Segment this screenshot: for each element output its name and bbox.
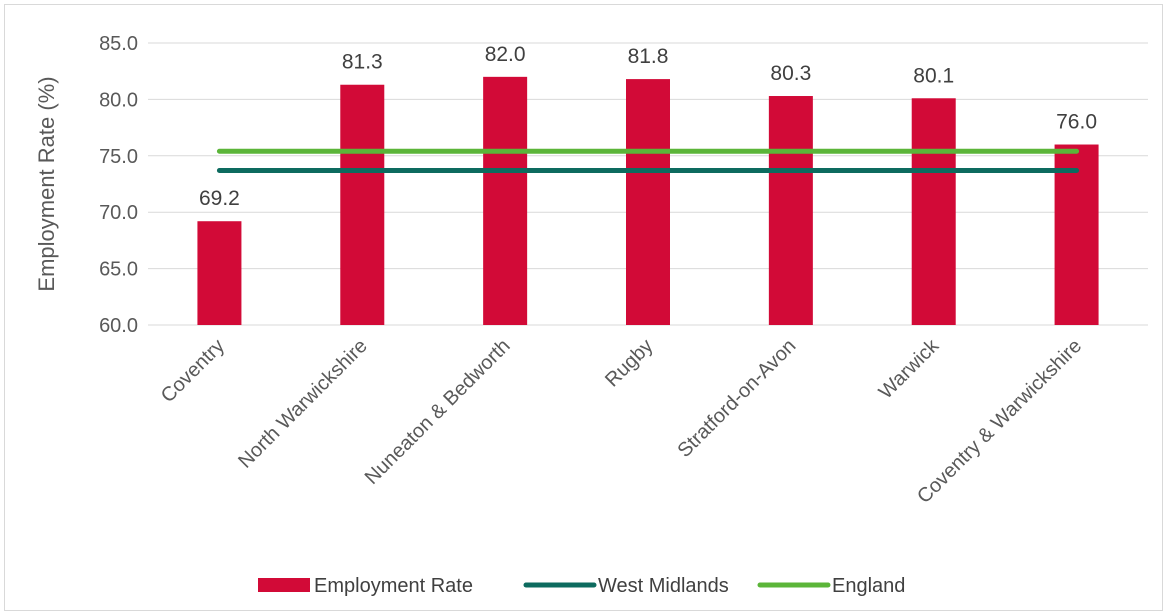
reference-lines [216,148,1080,173]
y-tick-labels: 60.0 65.0 70.0 75.0 80.0 85.0 [99,33,138,337]
category-label: Coventry [157,335,229,407]
bar [197,221,242,325]
bar [1054,144,1099,325]
bar [911,98,956,325]
category-label: North Warwickshire [234,335,372,473]
bar [340,84,385,326]
legend-label: Employment Rate [314,575,473,597]
bars [197,76,1099,326]
category-label: Rugby [601,335,657,391]
data-label: 81.3 [342,51,383,74]
category-label: Nuneaton & Bedworth [361,335,515,489]
data-label: 82.0 [485,43,526,66]
legend: Employment Rate West Midlands England [258,575,905,597]
category-label: Stratford-on-Avon [673,335,800,462]
data-label: 69.2 [199,187,240,210]
y-tick-label: 75.0 [99,146,138,168]
y-tick-label: 70.0 [99,202,138,224]
data-label: 80.3 [770,62,811,85]
category-label: Coventry & Warwickshire [913,335,1086,508]
legend-label: West Midlands [598,575,729,597]
bar [483,76,528,325]
y-tick-label: 80.0 [99,89,138,111]
legend-label: England [832,575,905,597]
bar [626,79,670,325]
y-tick-label: 65.0 [99,259,138,281]
y-axis-title: Employment Rate (%) [34,76,59,291]
data-label: 81.8 [628,45,669,68]
data-label: 80.1 [913,64,954,87]
y-tick-label: 60.0 [99,315,138,337]
data-label: 76.0 [1056,111,1097,134]
category-label: Warwick [875,334,944,403]
chart-frame [4,4,1163,611]
data-labels: 69.2 81.3 82.0 81.8 80.3 80.1 76.0 [199,43,1097,210]
legend-swatch [258,578,310,592]
bar [768,96,813,326]
y-tick-label: 85.0 [99,33,138,55]
